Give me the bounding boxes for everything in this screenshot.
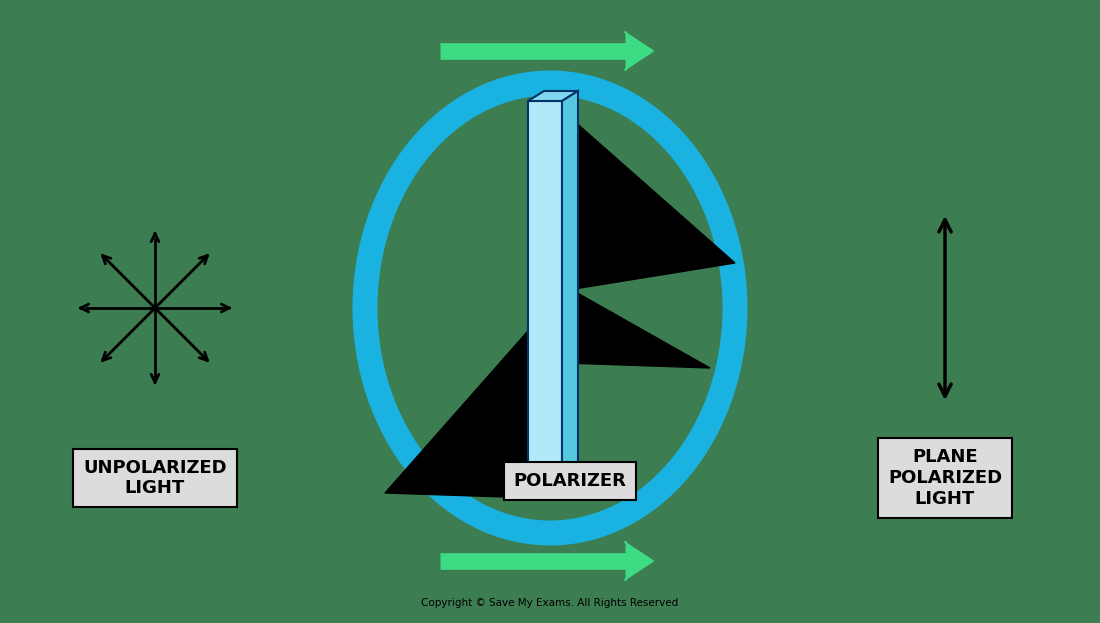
Polygon shape [562, 91, 578, 485]
FancyArrow shape [625, 542, 653, 580]
Text: Copyright © Save My Exams. All Rights Reserved: Copyright © Save My Exams. All Rights Re… [421, 598, 679, 608]
Text: UNPOLARIZED
LIGHT: UNPOLARIZED LIGHT [84, 459, 227, 497]
Text: PLANE
POLARIZED
LIGHT: PLANE POLARIZED LIGHT [888, 448, 1002, 508]
Text: POLARIZER: POLARIZER [514, 472, 626, 490]
Polygon shape [565, 286, 710, 368]
Polygon shape [565, 113, 735, 290]
Polygon shape [528, 101, 562, 485]
Polygon shape [528, 91, 578, 101]
Polygon shape [385, 323, 535, 498]
FancyArrow shape [625, 32, 653, 70]
Polygon shape [535, 113, 568, 313]
